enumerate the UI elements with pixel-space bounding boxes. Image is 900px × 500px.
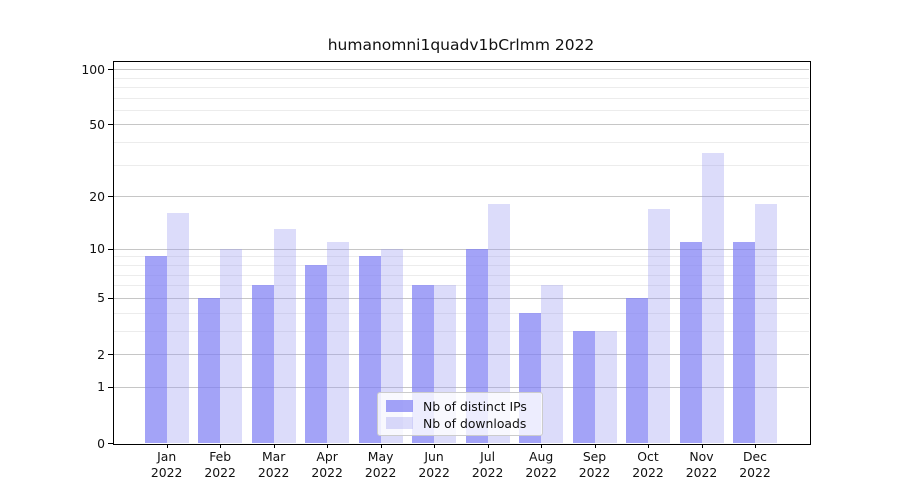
gridline-major: [113, 386, 809, 388]
x-tick-label-oct: Oct 2022: [632, 449, 664, 480]
x-tick-mark: [701, 444, 703, 448]
gridline-minor: [113, 97, 809, 99]
bar-distinct-ips-feb: [198, 297, 221, 443]
gridline-minor: [113, 330, 809, 332]
y-tick-label: 5: [97, 290, 105, 306]
gridline-major: [113, 196, 809, 198]
x-tick-mark: [327, 444, 329, 448]
x-tick-mark: [541, 444, 543, 448]
x-tick-label-apr: Apr 2022: [311, 449, 343, 480]
gridline-minor: [113, 86, 809, 88]
legend-swatch-distinct-ips: [386, 400, 413, 412]
x-tick-label-may: May 2022: [364, 449, 397, 480]
bar-distinct-ips-nov: [679, 241, 702, 443]
bar-downloads-mar: [273, 229, 296, 443]
bar-distinct-ips-may: [358, 256, 381, 443]
x-tick-mark: [755, 444, 756, 448]
y-tick-label: 100: [81, 61, 105, 77]
y-tick-label: 1: [97, 379, 105, 395]
legend-row-downloads: Nb of downloads: [386, 415, 534, 431]
x-tick-mark: [594, 444, 596, 448]
y-tick-mark: [108, 248, 113, 250]
bar-downloads-feb: [220, 248, 243, 443]
bar-downloads-sep: [594, 330, 617, 443]
x-tick-mark: [434, 444, 436, 448]
y-tick-mark: [108, 297, 113, 299]
bar-distinct-ips-mar: [251, 285, 274, 443]
legend: Nb of distinct IPs Nb of downloads: [377, 392, 543, 436]
x-tick-mark: [220, 444, 222, 448]
legend-label-distinct-ips: Nb of distinct IPs: [423, 398, 527, 414]
bar-distinct-ips-jan: [144, 256, 167, 443]
x-tick-mark: [273, 444, 275, 448]
x-tick-label-jul: Jul 2022: [471, 449, 504, 480]
legend-row-distinct-ips: Nb of distinct IPs: [386, 398, 534, 414]
chart-title: humanomni1quadv1bCrlmm 2022: [327, 36, 595, 54]
x-tick-label-nov: Nov 2022: [685, 449, 718, 480]
x-tick-mark: [648, 444, 649, 448]
gridline-major: [113, 354, 809, 355]
y-tick-mark: [108, 354, 113, 355]
bar-downloads-oct: [648, 208, 670, 443]
gridline-major: [113, 248, 809, 250]
gridline-minor: [113, 312, 809, 314]
gridline-major: [113, 69, 809, 70]
x-tick-label-jan: Jan 2022: [150, 449, 183, 480]
gridline-minor: [113, 77, 809, 79]
x-tick-label-dec: Dec 2022: [739, 449, 771, 480]
bar-distinct-ips-dec: [733, 241, 755, 443]
x-tick-mark: [487, 444, 489, 448]
bar-distinct-ips-oct: [626, 297, 648, 443]
x-tick-label-aug: Aug 2022: [525, 449, 557, 480]
bar-downloads-apr: [327, 241, 350, 443]
y-tick-label: 2: [97, 346, 105, 362]
legend-swatch-downloads: [386, 417, 413, 429]
gridline-minor: [113, 285, 809, 287]
y-tick-label: 50: [89, 116, 105, 132]
y-tick-label: 0: [97, 435, 105, 451]
x-tick-label-sep: Sep 2022: [578, 449, 611, 480]
legend-label-downloads: Nb of downloads: [423, 415, 527, 431]
x-tick-label-feb: Feb 2022: [204, 449, 236, 480]
bar-downloads-dec: [755, 204, 777, 443]
bar-downloads-nov: [701, 152, 724, 443]
y-tick-mark: [108, 69, 113, 70]
bar-distinct-ips-apr: [305, 264, 328, 443]
gridline-minor: [113, 256, 809, 258]
x-tick-label-mar: Mar 2022: [257, 449, 290, 480]
gridline-major: [113, 297, 809, 299]
y-tick-mark: [108, 386, 113, 388]
bar-downloads-jul: [487, 204, 510, 443]
y-tick-mark: [108, 196, 113, 198]
y-tick-mark: [108, 443, 113, 444]
gridline-minor: [113, 109, 809, 111]
bar-downloads-jan: [166, 213, 189, 443]
x-tick-label-jun: Jun 2022: [418, 449, 450, 480]
gridline-minor: [113, 142, 809, 144]
x-tick-mark: [380, 444, 382, 448]
gridline-minor: [113, 164, 809, 166]
x-tick-mark: [166, 444, 168, 448]
gridline-major: [113, 124, 809, 126]
gridline-minor: [113, 264, 809, 266]
y-tick-label: 20: [89, 188, 105, 204]
y-tick-mark: [108, 124, 113, 126]
bar-downloads-aug: [541, 285, 564, 443]
gridline-minor: [113, 274, 809, 276]
y-tick-label: 10: [89, 241, 105, 257]
bar-distinct-ips-sep: [572, 330, 595, 443]
